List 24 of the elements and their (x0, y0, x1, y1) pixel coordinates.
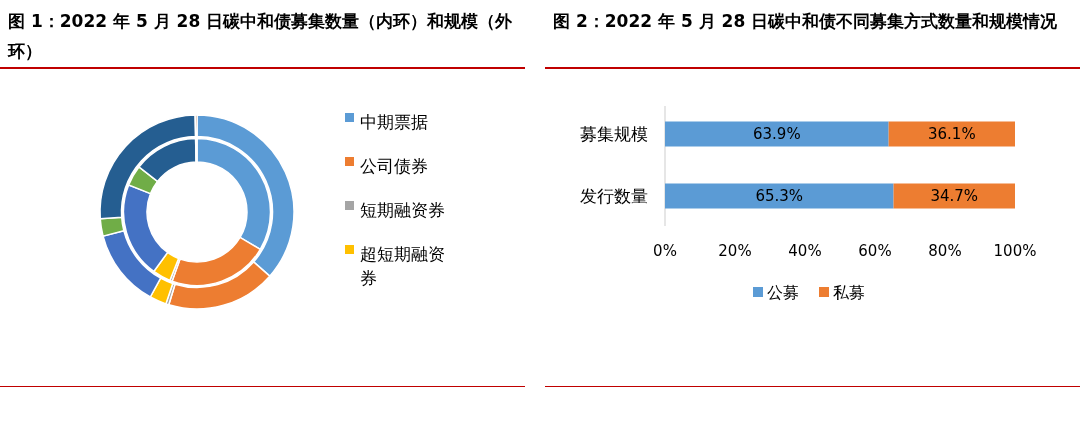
x-tick-label: 40% (788, 242, 822, 260)
data-label: 36.1% (928, 125, 976, 143)
legend-label: 公募 (767, 282, 799, 302)
x-tick-label: 80% (928, 242, 962, 260)
x-tick-label: 0% (653, 242, 677, 260)
legend-label: 公司债券 (360, 156, 428, 176)
x-tick-label: 100% (993, 242, 1037, 260)
bar (893, 183, 1015, 209)
legend-label: 超短期融资券 (360, 244, 445, 288)
bar (888, 121, 1015, 147)
x-tick-label: 20% (718, 242, 752, 260)
x-tick-label: 60% (858, 242, 892, 260)
y-tick-label: 募集规模 (580, 124, 648, 144)
chart-title: 图 2：2022 年 5 月 28 日碳中和债不同募集方式数量和规模情况 (553, 10, 1059, 33)
chart-title: 图 1：2022 年 5 月 28 日碳中和债募集数量（内环）和规模（外环） (8, 10, 514, 63)
data-label: 65.3% (755, 187, 804, 205)
bar (665, 121, 889, 147)
bar (665, 183, 894, 209)
legend-label: 短期融资券 (360, 200, 445, 220)
data-label: 34.7% (930, 187, 979, 205)
y-tick-label: 发行数量 (580, 186, 648, 206)
legend-label: 私募 (833, 282, 865, 302)
data-label: 63.9% (753, 125, 801, 143)
legend-label: 中期票据 (360, 112, 428, 132)
